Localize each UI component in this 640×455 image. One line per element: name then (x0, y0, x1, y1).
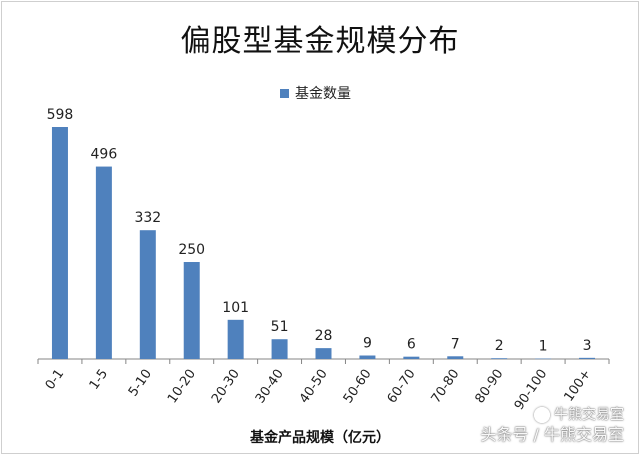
watermark-text-1: 牛熊交易室 (554, 407, 624, 423)
legend: 基金数量 (280, 84, 351, 102)
legend-swatch (280, 88, 289, 98)
x-tick-label: 30-40 (253, 367, 287, 407)
x-tick-label: 100+ (562, 367, 595, 405)
x-tick-label: 10-20 (165, 367, 199, 407)
bar (227, 319, 244, 359)
x-tick-label: 1-5 (87, 367, 111, 393)
x-tick-label: 70-80 (429, 367, 463, 407)
bar (447, 356, 464, 359)
data-label: 9 (363, 336, 372, 352)
x-tick-label: 80-90 (473, 367, 507, 407)
x-tick-label: 0-1 (43, 367, 67, 393)
data-label: 598 (47, 107, 74, 123)
data-label: 250 (178, 242, 205, 258)
x-tick-label: 20-30 (209, 367, 243, 407)
data-label: 3 (583, 338, 592, 354)
bar (183, 262, 200, 359)
bar (95, 166, 112, 359)
data-label: 2 (495, 338, 504, 354)
x-tick-label: 60-70 (385, 367, 419, 407)
wechat-logo-icon (534, 407, 550, 423)
bar (535, 358, 552, 360)
bar (359, 355, 376, 359)
legend-label: 基金数量 (295, 86, 351, 102)
bar (51, 127, 68, 359)
data-label: 7 (451, 336, 460, 352)
data-label: 101 (222, 300, 249, 316)
x-tick-label: 40-50 (297, 367, 331, 407)
data-label: 6 (407, 337, 416, 353)
watermark-text-2: 头条号 / 牛熊交易室 (480, 425, 624, 444)
data-label: 51 (271, 319, 289, 335)
data-label: 28 (315, 328, 333, 344)
bar (139, 230, 156, 359)
bar (403, 356, 420, 359)
bar (315, 348, 332, 359)
data-label: 332 (134, 210, 161, 226)
chart-title: 偏股型基金规模分布 (180, 24, 460, 59)
x-tick-label: 5-10 (126, 367, 155, 400)
data-label: 1 (539, 339, 548, 355)
bar (271, 339, 288, 359)
bar (579, 357, 596, 359)
watermark-line1: 牛熊交易室 (480, 405, 624, 425)
bar (491, 358, 508, 359)
x-tick-label: 50-60 (341, 367, 375, 407)
data-label: 496 (91, 147, 118, 163)
x-axis-label: 基金产品规模（亿元） (250, 430, 390, 446)
watermark: 牛熊交易室 头条号 / 牛熊交易室 (480, 405, 624, 445)
